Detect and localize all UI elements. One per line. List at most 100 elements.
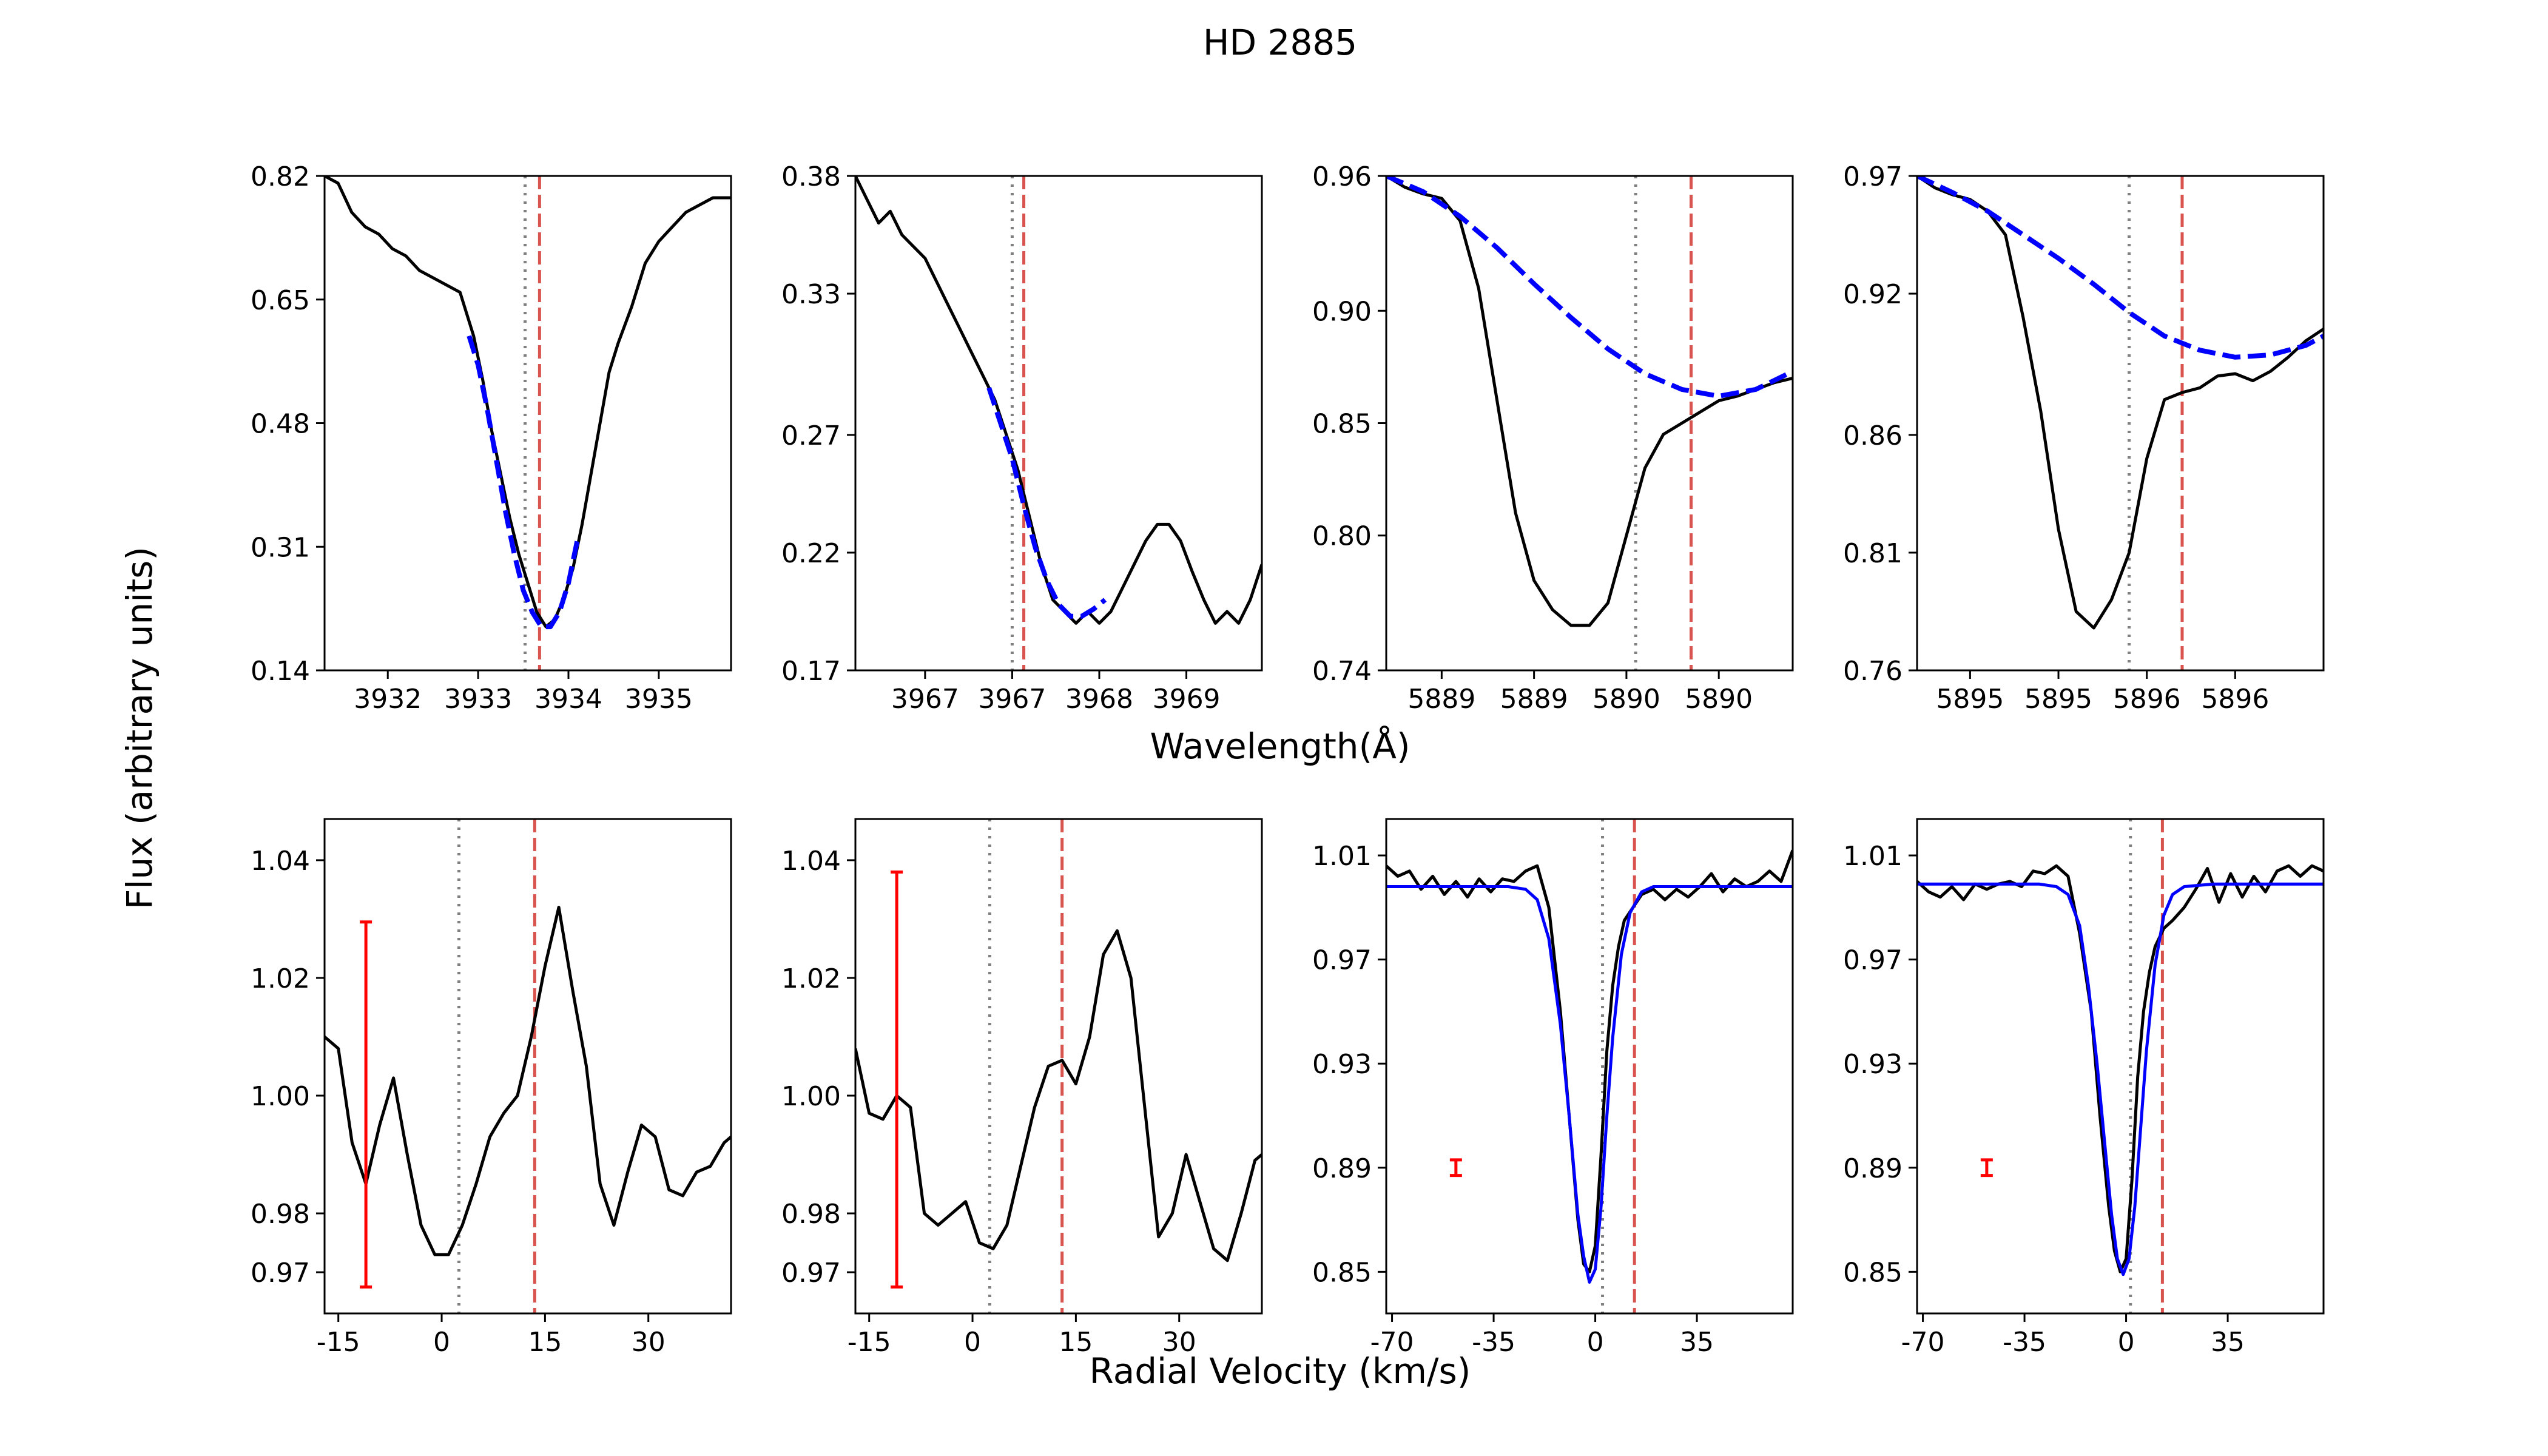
y-tick-label: 0.85 — [1312, 409, 1372, 440]
y-tick-label: 0.81 — [1843, 538, 1903, 569]
x-tick-label: 0 — [1587, 1327, 1604, 1358]
panel-5: -15 0 15 30 0.97 0.98 1.00 1.02 1.04 — [251, 818, 732, 1358]
y-tick-label: 0.97 — [781, 1258, 841, 1289]
x-tick-label: -70 — [1370, 1327, 1414, 1358]
y-tick-label: 0.97 — [251, 1258, 310, 1289]
y-tick-label: 0.31 — [251, 532, 310, 563]
model-fit-line — [1386, 885, 1793, 1284]
y-tick-label: 0.98 — [781, 1199, 841, 1230]
panel-frame — [854, 175, 1263, 672]
panels-group: 3932 3933 3934 3935 0.14 0.31 0.48 0.65 0.82 3967… — [251, 161, 2325, 1358]
x-tick-label: -70 — [1901, 1327, 1945, 1358]
model-fit-line — [467, 335, 580, 630]
panel-2: 3967 3967 3968 3969 0.17 0.22 0.27 0.33 0.38 — [781, 161, 1263, 715]
x-axis-label-wavelength: Wavelength(Å) — [1150, 725, 1410, 767]
y-tick-label: 0.89 — [1843, 1153, 1903, 1184]
x-tick-label: 3968 — [1065, 684, 1133, 715]
y-tick-label: 0.17 — [781, 656, 841, 687]
panel-7: -70 -35 0 35 0.85 0.89 0.93 0.97 1.01 — [1312, 818, 1794, 1358]
panel-frame — [1916, 175, 2325, 672]
x-tick-label: 5890 — [1685, 684, 1753, 715]
panel-frame — [1916, 818, 2325, 1315]
y-tick-label: 0.48 — [251, 409, 310, 440]
y-tick-label: 0.97 — [1843, 161, 1903, 192]
y-tick-label: 1.00 — [251, 1081, 310, 1112]
spectrum-line — [1917, 176, 2324, 630]
y-tick-label: 0.82 — [251, 161, 310, 192]
spectrum-line — [1917, 864, 2324, 1273]
panel-frame — [854, 818, 1263, 1315]
x-tick-label: 5889 — [1407, 684, 1475, 715]
y-tick-label: 0.96 — [1312, 161, 1372, 192]
x-tick-label: 15 — [528, 1327, 562, 1358]
y-tick-label: 1.00 — [781, 1081, 841, 1112]
y-tick-label: 0.90 — [1312, 296, 1372, 327]
x-tick-label: 35 — [1680, 1327, 1714, 1358]
y-tick-label: 0.80 — [1312, 521, 1372, 552]
x-tick-label: 15 — [1059, 1327, 1093, 1358]
y-tick-label: 0.38 — [781, 161, 841, 192]
x-tick-label: -15 — [848, 1327, 891, 1358]
y-tick-label: 0.22 — [781, 538, 841, 569]
plot-area — [325, 819, 731, 1313]
x-tick-label: 5896 — [2201, 684, 2269, 715]
spectrum-line — [855, 176, 1262, 625]
x-tick-label: 0 — [2118, 1327, 2135, 1358]
x-tick-label: -15 — [317, 1327, 360, 1358]
y-tick-label: 0.14 — [251, 656, 310, 687]
y-tick-label: 0.85 — [1312, 1257, 1372, 1288]
spectrum-line — [855, 929, 1262, 1262]
y-tick-label: 0.85 — [1843, 1257, 1903, 1288]
model-fit-line — [1386, 176, 1793, 399]
y-tick-label: 0.97 — [1312, 945, 1372, 976]
plot-area — [855, 819, 1262, 1313]
plot-area — [1386, 819, 1793, 1313]
panel-frame — [1385, 818, 1794, 1315]
spectrum-line — [325, 906, 731, 1256]
y-tick-label: 0.93 — [1843, 1049, 1903, 1080]
x-tick-label: 30 — [1162, 1327, 1196, 1358]
y-tick-label: 0.89 — [1312, 1153, 1372, 1184]
y-tick-label: 1.02 — [781, 963, 841, 994]
x-axis-label-radial-velocity: Radial Velocity (km/s) — [1090, 1350, 1471, 1392]
x-tick-label: 3934 — [534, 684, 602, 715]
plot-area — [855, 176, 1262, 670]
panel-6: -15 0 15 30 0.97 0.98 1.00 1.02 1.04 — [781, 818, 1263, 1358]
panel-8: -70 -35 0 35 0.85 0.89 0.93 0.97 1.01 — [1843, 818, 2325, 1358]
x-tick-label: 3933 — [444, 684, 512, 715]
y-tick-label: 1.04 — [251, 846, 310, 877]
panel-3: 5889 5889 5890 5890 0.74 0.80 0.85 0.90 0.96 — [1312, 161, 1794, 715]
x-tick-label: 3935 — [625, 684, 693, 715]
y-tick-label: 0.74 — [1312, 656, 1372, 687]
y-tick-label: 0.65 — [251, 285, 310, 316]
y-tick-label: 0.93 — [1312, 1049, 1372, 1080]
x-tick-label: 5890 — [1592, 684, 1660, 715]
y-tick-label: 1.01 — [1843, 841, 1903, 872]
y-tick-label: 0.86 — [1843, 420, 1903, 451]
x-tick-label: -35 — [1472, 1327, 1515, 1358]
y-tick-label: 0.76 — [1843, 656, 1903, 687]
y-axis-label: Flux (arbitrary units) — [119, 547, 160, 909]
model-fit-line — [986, 387, 1107, 619]
y-tick-label: 0.33 — [781, 279, 841, 310]
spectrum-line — [1386, 849, 1793, 1273]
x-tick-label: 3967 — [891, 684, 959, 715]
panel-4: 5895 5895 5896 5896 0.76 0.81 0.86 0.92 0.97 — [1843, 161, 2325, 715]
y-tick-label: 1.02 — [251, 963, 310, 994]
x-tick-label: 5896 — [2113, 684, 2181, 715]
x-tick-label: 30 — [632, 1327, 666, 1358]
panel-frame — [323, 818, 732, 1315]
y-tick-label: 0.92 — [1843, 279, 1903, 310]
y-tick-label: 1.04 — [781, 846, 841, 877]
x-tick-label: 3967 — [978, 684, 1046, 715]
x-tick-label: 0 — [433, 1327, 450, 1358]
x-tick-label: 35 — [2211, 1327, 2245, 1358]
plot-area — [325, 176, 731, 670]
panel-1: 3932 3933 3934 3935 0.14 0.31 0.48 0.65 0.82 — [251, 161, 732, 715]
x-tick-label: 0 — [964, 1327, 981, 1358]
model-fit-line — [1917, 882, 2324, 1276]
x-tick-label: -35 — [2003, 1327, 2046, 1358]
plot-area — [1386, 176, 1793, 670]
